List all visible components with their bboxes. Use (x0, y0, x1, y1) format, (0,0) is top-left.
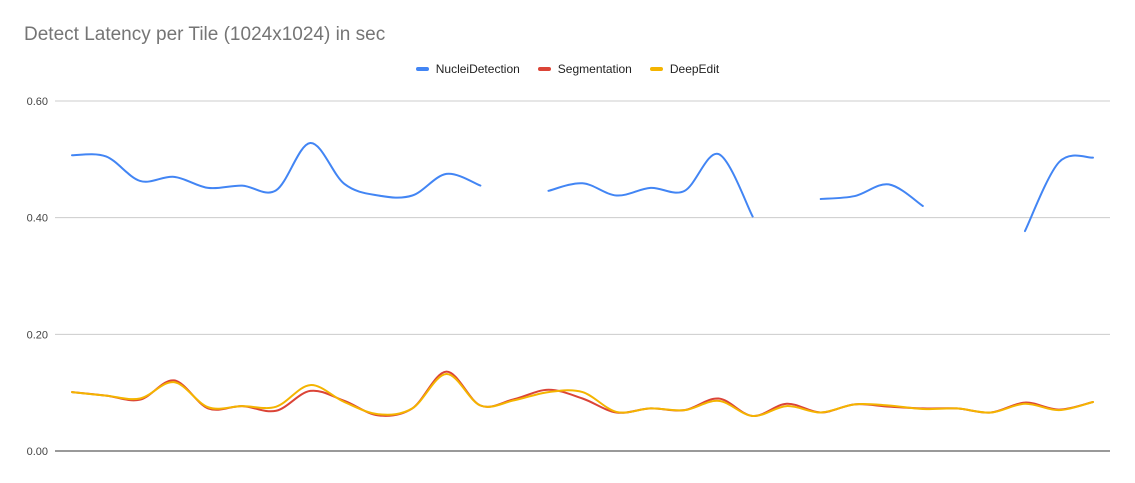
series-nucleidetection (71, 142, 1094, 233)
y-tick-label: 0.60 (27, 96, 48, 108)
legend-swatch-nucleidetection (415, 67, 429, 71)
legend-swatch-segmentation (537, 67, 551, 71)
legend-label-nucleidetection: NucleiDetection (435, 62, 520, 76)
chart-title: Detect Latency per Tile (1024x1024) in s… (24, 24, 386, 45)
legend-label-segmentation: Segmentation (557, 62, 632, 76)
y-tick-label: 0.20 (27, 329, 48, 341)
legend-label-deepedit: DeepEdit (669, 62, 720, 76)
series-line-nucleidetection[interactable] (1023, 154, 1094, 233)
series-deepedit (71, 372, 1094, 418)
series-line-nucleidetection[interactable] (71, 142, 482, 199)
series-line-nucleidetection[interactable] (819, 183, 924, 207)
y-tick-label: 0.40 (27, 213, 48, 225)
legend: NucleiDetection Segmentation DeepEdit (0, 62, 1135, 76)
legend-item-nucleidetection[interactable]: NucleiDetection (415, 62, 520, 76)
legend-item-segmentation[interactable]: Segmentation (537, 62, 632, 76)
series-line-nucleidetection[interactable] (547, 153, 754, 218)
legend-item-deepedit[interactable]: DeepEdit (649, 62, 720, 76)
series-line-deepedit[interactable] (71, 372, 1094, 418)
y-tick-label: 0.00 (27, 446, 48, 458)
legend-swatch-deepedit (649, 67, 663, 71)
